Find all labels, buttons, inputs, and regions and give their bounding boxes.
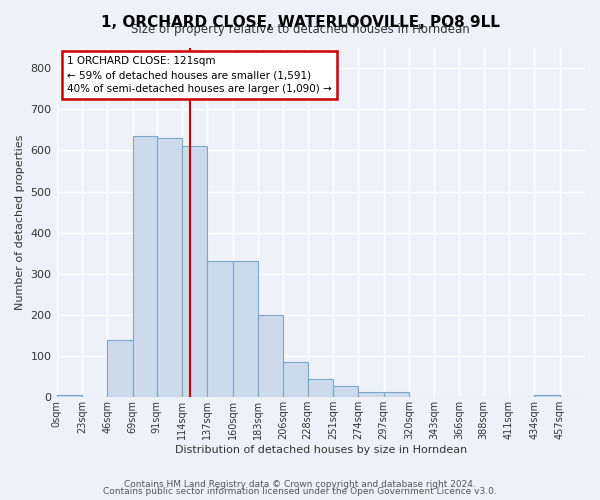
Text: 1 ORCHARD CLOSE: 121sqm
← 59% of detached houses are smaller (1,591)
40% of semi: 1 ORCHARD CLOSE: 121sqm ← 59% of detache… (67, 56, 332, 94)
X-axis label: Distribution of detached houses by size in Horndean: Distribution of detached houses by size … (175, 445, 467, 455)
Bar (383, 392, 409, 398)
Bar (283, 362, 308, 398)
Text: 1, ORCHARD CLOSE, WATERLOOVILLE, PO8 9LL: 1, ORCHARD CLOSE, WATERLOOVILLE, PO8 9LL (101, 15, 499, 30)
Text: Contains public sector information licensed under the Open Government Licence v3: Contains public sector information licen… (103, 487, 497, 496)
Bar (56, 395, 82, 398)
Bar (333, 386, 358, 398)
Bar (535, 395, 560, 398)
Bar (358, 392, 383, 398)
Y-axis label: Number of detached properties: Number of detached properties (15, 134, 25, 310)
Bar (258, 315, 283, 398)
Bar (157, 138, 182, 398)
Text: Size of property relative to detached houses in Horndean: Size of property relative to detached ho… (131, 22, 469, 36)
Bar (208, 262, 233, 398)
Bar (182, 146, 208, 398)
Text: Contains HM Land Registry data © Crown copyright and database right 2024.: Contains HM Land Registry data © Crown c… (124, 480, 476, 489)
Bar (308, 379, 333, 398)
Bar (233, 262, 258, 398)
Bar (107, 340, 133, 398)
Bar (133, 136, 157, 398)
